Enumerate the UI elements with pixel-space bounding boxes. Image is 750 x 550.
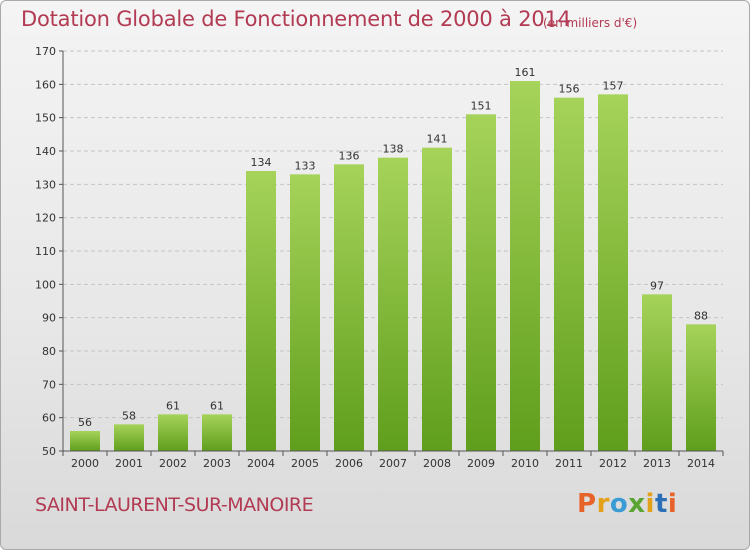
bar-2006 xyxy=(334,164,364,452)
y-tick-label: 160 xyxy=(35,78,56,91)
data-label: 141 xyxy=(427,133,448,146)
x-tick-label: 2014 xyxy=(687,457,715,470)
x-tick-label: 2003 xyxy=(203,457,231,470)
bar-2010 xyxy=(510,81,540,451)
bar-2004 xyxy=(246,171,276,451)
x-tick-label: 2006 xyxy=(335,457,363,470)
x-tick-label: 2005 xyxy=(291,457,319,470)
y-tick-label: 150 xyxy=(35,112,56,125)
y-tick-label: 70 xyxy=(42,378,56,391)
y-tick-label: 50 xyxy=(42,445,56,458)
bar-2012 xyxy=(598,94,628,451)
bar-2000 xyxy=(70,431,100,451)
bar-2008 xyxy=(422,147,452,451)
data-label: 134 xyxy=(251,156,272,169)
x-tick-label: 2007 xyxy=(379,457,407,470)
data-label: 133 xyxy=(295,159,316,172)
bar-2001 xyxy=(114,424,144,451)
bar-2014 xyxy=(686,324,716,451)
bar-2013 xyxy=(642,294,672,451)
y-tick-label: 60 xyxy=(42,412,56,425)
chart-title: Dotation Globale de Fonctionnement de 20… xyxy=(21,7,571,31)
proxiti-logo: Proxiti xyxy=(577,489,678,519)
data-label: 97 xyxy=(650,279,664,292)
x-tick-label: 2002 xyxy=(159,457,187,470)
x-tick-label: 2000 xyxy=(71,457,99,470)
data-label: 61 xyxy=(166,399,180,412)
bar-2002 xyxy=(158,414,188,451)
data-label: 156 xyxy=(559,83,580,96)
y-tick-label: 100 xyxy=(35,278,56,291)
y-tick-label: 170 xyxy=(35,45,56,58)
bar-2005 xyxy=(290,174,320,452)
bar-2007 xyxy=(378,157,408,451)
chart-unit: (en milliers d'€) xyxy=(543,16,638,30)
data-label: 138 xyxy=(383,143,404,156)
x-tick-label: 2011 xyxy=(555,457,583,470)
y-tick-label: 80 xyxy=(42,345,56,358)
y-tick-label: 130 xyxy=(35,178,56,191)
data-label: 161 xyxy=(515,66,536,79)
y-tick-label: 110 xyxy=(35,245,56,258)
data-label: 136 xyxy=(339,149,360,162)
data-label: 157 xyxy=(603,79,624,92)
data-label: 58 xyxy=(122,409,136,422)
x-tick-label: 2004 xyxy=(247,457,275,470)
x-tick-label: 2010 xyxy=(511,457,539,470)
x-tick-label: 2012 xyxy=(599,457,627,470)
x-tick-label: 2009 xyxy=(467,457,495,470)
x-tick-label: 2008 xyxy=(423,457,451,470)
x-tick-label: 2001 xyxy=(115,457,143,470)
commune-name: SAINT-LAURENT-SUR-MANOIRE xyxy=(35,494,314,516)
y-tick-label: 90 xyxy=(42,312,56,325)
data-label: 151 xyxy=(471,99,492,112)
y-tick-label: 120 xyxy=(35,212,56,225)
data-label: 88 xyxy=(694,309,708,322)
data-label: 61 xyxy=(210,399,224,412)
bar-2009 xyxy=(466,114,496,451)
y-tick-label: 140 xyxy=(35,145,56,158)
x-tick-label: 2013 xyxy=(643,457,671,470)
bar-2003 xyxy=(202,414,232,451)
bar-2011 xyxy=(554,97,584,452)
data-label: 56 xyxy=(78,416,92,429)
